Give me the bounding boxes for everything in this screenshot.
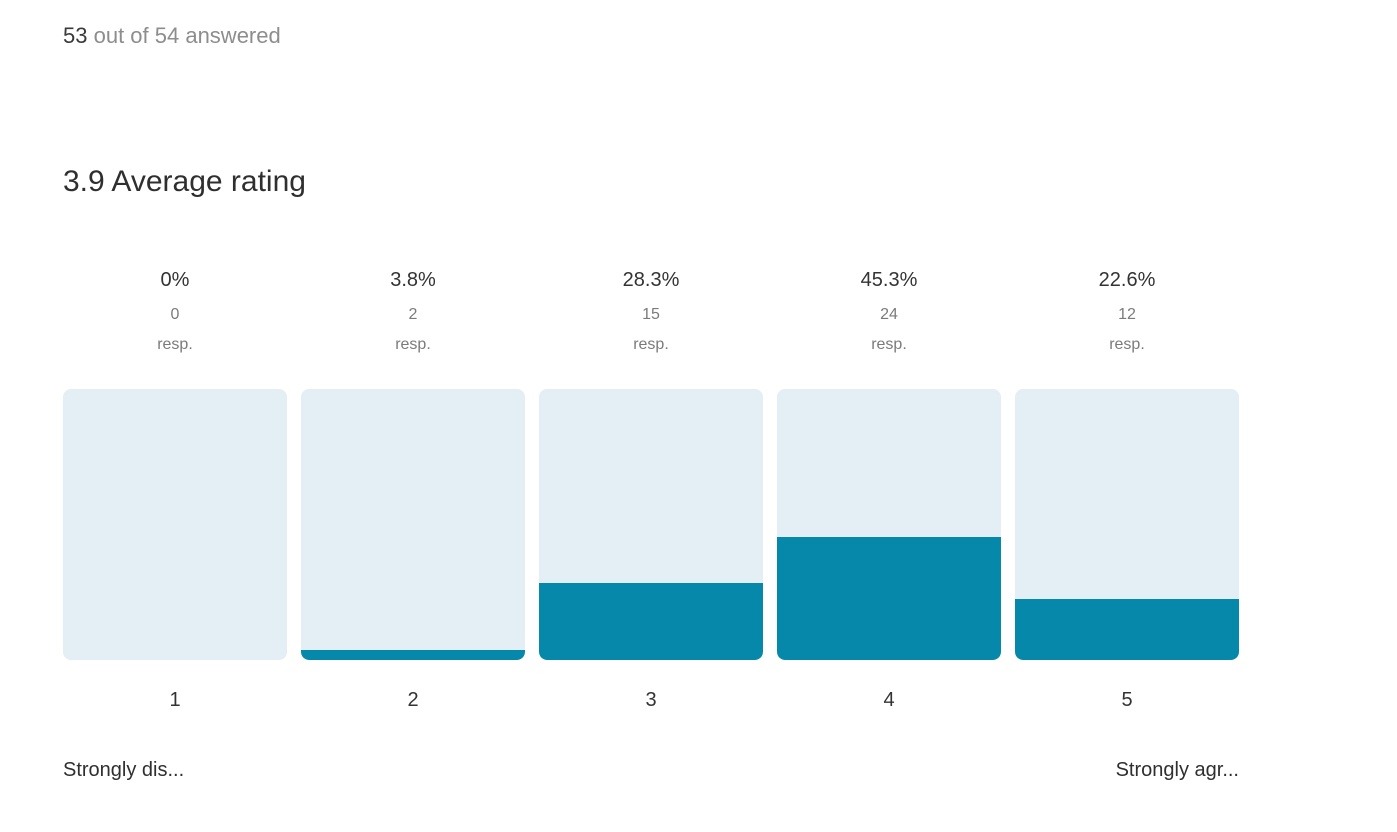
resp-suffix-label: resp. (633, 336, 669, 353)
rating-value-label: 2 (407, 689, 419, 711)
rating-bar-fill (777, 537, 1001, 660)
percentage-label: 45.3% (860, 269, 918, 291)
rating-value-label: 1 (169, 689, 181, 711)
scale-endpoint-labels: Strongly dis... Strongly agr... (63, 756, 1239, 784)
rating-bar (777, 389, 1001, 660)
rating-column: 22.6% 12 resp. 5 (1015, 266, 1239, 714)
question-results: 53 out of 54 answered 3.9 Average rating… (63, 22, 1239, 784)
rating-bar-fill (301, 649, 525, 660)
rating-value-label: 5 (1121, 689, 1133, 711)
rating-column: 28.3% 15 resp. 3 (539, 266, 763, 714)
resp-suffix-label: resp. (157, 336, 193, 353)
rating-bar-fill (539, 583, 763, 660)
rating-value-label: 3 (645, 689, 657, 711)
percentage-label: 28.3% (622, 269, 680, 291)
rating-bar (301, 389, 525, 660)
percentage-label: 22.6% (1098, 269, 1156, 291)
response-count: 0 (170, 306, 180, 323)
rating-column: 3.8% 2 resp. 2 (301, 266, 525, 714)
rating-column: 45.3% 24 resp. 4 (777, 266, 1001, 714)
rating-bar (63, 389, 287, 660)
answered-summary: 53 out of 54 answered (63, 22, 1239, 50)
rating-bar (539, 389, 763, 660)
right-endpoint-label: Strongly agr... (1115, 759, 1239, 781)
rating-bar-fill (1015, 598, 1239, 660)
survey-results-page: 53 out of 54 answered 3.9 Average rating… (63, 22, 1239, 784)
answered-count: 53 (63, 23, 88, 48)
response-count: 15 (642, 306, 660, 323)
resp-suffix-label: resp. (395, 336, 431, 353)
resp-suffix-label: resp. (871, 336, 907, 353)
response-count: 2 (408, 306, 418, 323)
rating-bar (1015, 389, 1239, 660)
rating-value-label: 4 (883, 689, 895, 711)
percentage-label: 3.8% (390, 269, 436, 291)
resp-suffix-label: resp. (1109, 336, 1145, 353)
percentage-label: 0% (160, 269, 190, 291)
rating-column: 0% 0 resp. 1 (63, 266, 287, 714)
response-count: 12 (1118, 306, 1136, 323)
rating-columns: 0% 0 resp. 1 3.8% 2 resp. 2 28.3% 15 res… (63, 266, 1239, 714)
average-rating-title: 3.9 Average rating (63, 165, 306, 198)
response-count: 24 (880, 306, 898, 323)
left-endpoint-label: Strongly dis... (63, 759, 185, 781)
answered-rest-text: out of 54 answered (87, 23, 281, 48)
rating-distribution-chart: 0% 0 resp. 1 3.8% 2 resp. 2 28.3% 15 res… (63, 266, 1239, 784)
